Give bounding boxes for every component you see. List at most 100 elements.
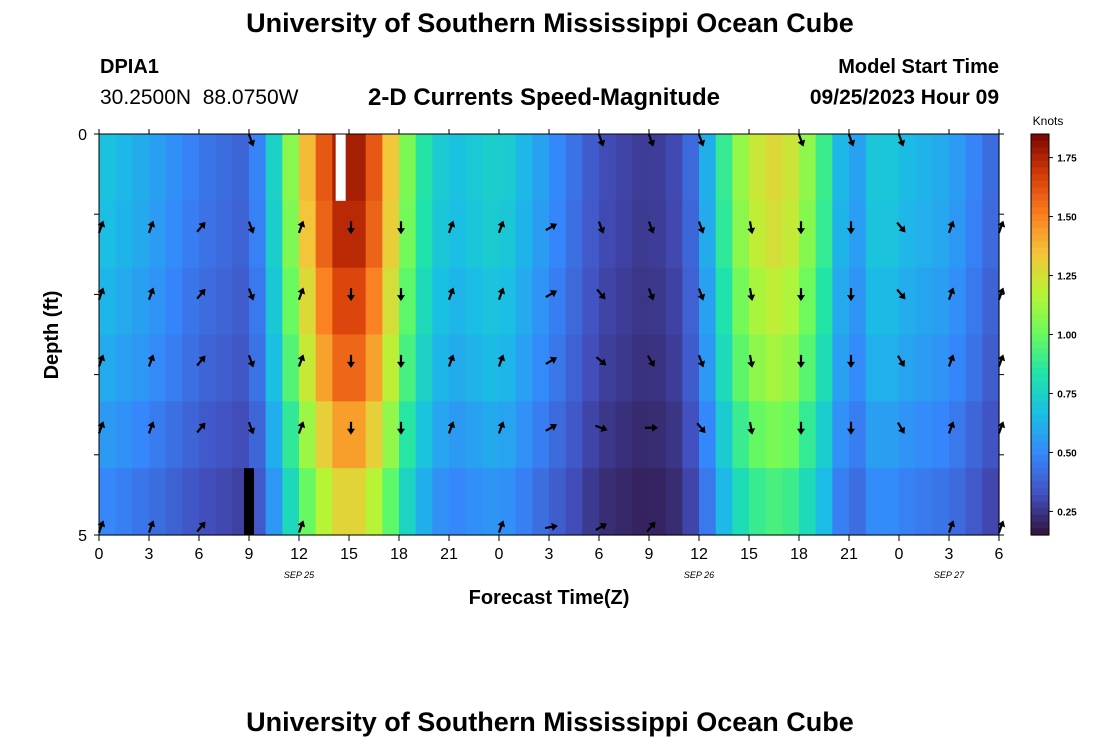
heatmap-cell xyxy=(632,267,650,336)
heatmap-cell xyxy=(99,401,117,469)
current-arrow xyxy=(797,221,805,235)
heatmap-cell xyxy=(482,200,500,269)
current-arrow xyxy=(747,288,756,301)
heatmap-cell xyxy=(532,267,550,336)
heatmap-cell xyxy=(215,267,233,336)
current-arrow xyxy=(447,354,456,367)
colorbar-segment xyxy=(1031,381,1049,389)
heatmap-cell xyxy=(549,468,567,536)
missing-data-cell xyxy=(244,468,254,535)
heatmap-cell xyxy=(899,401,917,469)
heatmap-cell xyxy=(99,200,117,269)
heatmap-cell xyxy=(749,200,767,269)
heatmap-cell xyxy=(482,334,500,402)
x-axis: 0 3 6 9 12 15 18 21 0 3 6 9 12 15 18 21 0 3 6 SEP 25 SEP 26 S… xyxy=(95,129,1004,580)
heatmap-cell xyxy=(865,134,883,202)
heatmap-cell xyxy=(865,200,883,269)
colorbar-segment xyxy=(1031,401,1049,409)
heatmap-cell xyxy=(265,334,283,402)
heatmap-cell xyxy=(599,468,617,536)
heatmap-cell xyxy=(149,267,167,336)
heatmap-cell xyxy=(332,334,350,402)
heatmap-cell xyxy=(749,334,767,402)
heatmap-cell xyxy=(565,267,583,336)
heatmap-cell xyxy=(232,401,250,469)
heatmap-cell xyxy=(482,134,500,202)
colorbar-segment xyxy=(1031,474,1049,483)
heatmap-cell xyxy=(632,334,650,402)
heatmap-cell xyxy=(249,334,267,402)
heatmap-cell xyxy=(249,267,267,336)
heatmap-cell xyxy=(315,468,333,536)
current-arrow xyxy=(597,133,606,147)
current-arrow xyxy=(247,288,256,301)
footer-title: University of Southern Mississippi Ocean… xyxy=(246,707,854,737)
current-arrow xyxy=(897,133,906,147)
heatmap-cell xyxy=(932,468,950,536)
heatmap-cell xyxy=(532,200,550,269)
y-axis: 05 xyxy=(78,127,1004,545)
heatmap-cell xyxy=(99,334,117,402)
heatmap-cell xyxy=(332,468,350,536)
heatmap-cell xyxy=(215,134,233,202)
heatmap-cell xyxy=(132,267,150,336)
current-arrow xyxy=(595,523,608,531)
heatmap-cell xyxy=(432,401,450,469)
heatmap-cell xyxy=(982,134,1000,202)
heatmap-cell xyxy=(265,200,283,269)
current-arrow xyxy=(347,421,355,435)
heatmap-cell xyxy=(832,267,850,336)
heatmap-cell xyxy=(265,468,283,536)
colorbar-tick-label: 0.75 xyxy=(1057,389,1077,400)
current-arrow xyxy=(147,354,156,367)
colorbar-segment xyxy=(1031,501,1049,509)
heatmap-cell xyxy=(732,267,750,336)
current-arrow xyxy=(347,288,355,302)
heatmap-cell xyxy=(699,134,717,202)
heatmap-cell xyxy=(432,334,450,402)
heatmap-cell xyxy=(699,267,717,336)
colorbar: 0.25 0.50 0.75 1.00 1.25 1.50 1.75 xyxy=(1030,133,1077,536)
heatmap-cell xyxy=(699,200,717,269)
heatmap-cell xyxy=(299,401,317,469)
heatmap-cell xyxy=(615,267,633,336)
heatmap-cell xyxy=(649,468,667,536)
heatmap-cell xyxy=(349,134,367,202)
heatmap-cell xyxy=(632,468,650,536)
heatmap-cell xyxy=(732,468,750,536)
heatmap-cell xyxy=(815,334,833,402)
heatmap-cell xyxy=(715,200,733,269)
current-arrow xyxy=(247,354,256,368)
heatmap-cell xyxy=(649,267,667,336)
current-arrow xyxy=(947,354,956,367)
heatmap-cell xyxy=(682,401,700,469)
heatmap-cell xyxy=(849,267,867,336)
x-tick-label: 6 xyxy=(595,546,604,563)
heatmap-cell xyxy=(282,134,300,202)
heatmap-cell xyxy=(965,134,983,202)
heatmap-cell xyxy=(199,267,217,336)
heatmap-cell xyxy=(465,401,483,469)
heatmap-cell xyxy=(449,468,467,536)
heatmap-cell xyxy=(582,401,600,469)
colorbar-segment xyxy=(1031,174,1049,182)
heatmap-cell xyxy=(115,468,133,536)
heatmap-cell xyxy=(665,134,683,202)
heatmap-cell xyxy=(399,401,417,469)
current-arrow xyxy=(397,421,405,435)
heatmap-cell xyxy=(949,267,967,336)
heatmap-cell xyxy=(565,134,583,202)
heatmap-cell xyxy=(699,334,717,402)
heatmap-cell xyxy=(732,200,750,269)
heatmap-cell xyxy=(232,267,250,336)
colorbar-segment xyxy=(1031,428,1049,436)
current-arrow xyxy=(597,221,606,234)
heatmap-cell xyxy=(649,200,667,269)
heatmap-cell xyxy=(582,200,600,269)
heatmap-cell xyxy=(832,134,850,202)
colorbar-segment xyxy=(1031,147,1049,155)
heatmap-cell xyxy=(299,267,317,336)
heatmap-cell xyxy=(149,200,167,269)
heatmap-cell xyxy=(482,468,500,536)
x-tick-label: 9 xyxy=(645,546,654,563)
